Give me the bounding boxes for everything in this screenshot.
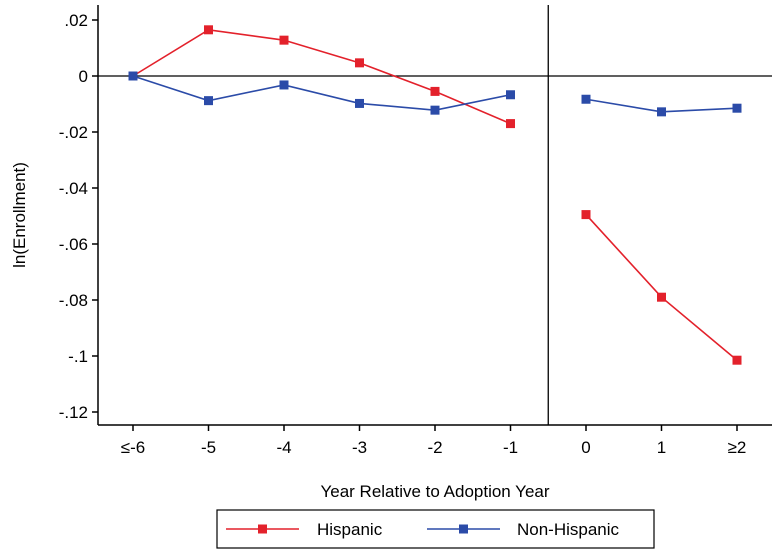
data-point-hispanic xyxy=(430,86,440,96)
data-point-hispanic xyxy=(732,355,742,365)
y-tick-label: -.04 xyxy=(59,179,88,198)
series-line-non-hispanic xyxy=(132,75,511,111)
data-point-non-hispanic xyxy=(581,94,591,104)
x-tick-label: ≥2 xyxy=(728,438,747,457)
x-tick-label: -3 xyxy=(352,438,367,457)
y-tick-label: -.02 xyxy=(59,123,88,142)
y-tick-label: -.06 xyxy=(59,235,88,254)
data-point-non-hispanic xyxy=(732,103,742,113)
y-tick-label: -.08 xyxy=(59,291,88,310)
data-point-non-hispanic xyxy=(355,98,364,108)
plot-area: .02 0 -.02 -.04 -.06 -.08 -.1 -.12 ≤-6 -5 -4 -3 -2 -1… xyxy=(59,5,772,457)
data-point-hispanic xyxy=(355,58,364,68)
legend-marker-hispanic xyxy=(258,524,267,534)
data-point-non-hispanic xyxy=(279,80,289,90)
legend: Hispanic Non-Hispanic xyxy=(216,509,655,549)
y-tick-label: -.12 xyxy=(59,403,88,422)
y-axis-title: ln(Enrollment) xyxy=(10,162,29,268)
legend-label-hispanic: Hispanic xyxy=(317,520,383,539)
data-point-hispanic xyxy=(581,210,591,220)
data-point-hispanic xyxy=(204,25,213,35)
x-tick-label: 0 xyxy=(581,438,590,457)
data-point-non-hispanic xyxy=(128,71,138,81)
data-point-hispanic xyxy=(279,35,289,45)
y-tick-label: .02 xyxy=(64,11,88,30)
series-line-hispanic xyxy=(585,214,738,361)
x-axis-title: Year Relative to Adoption Year xyxy=(320,482,549,501)
data-point-non-hispanic xyxy=(430,105,440,115)
x-tick-label: -4 xyxy=(276,438,291,457)
x-tick-label: 1 xyxy=(657,438,666,457)
series-non-hispanic xyxy=(128,71,742,117)
y-tick-label: -.1 xyxy=(68,347,88,366)
x-tick-label: ≤-6 xyxy=(121,438,145,457)
x-tick-label: -2 xyxy=(427,438,442,457)
data-point-hispanic xyxy=(657,292,666,302)
legend-label-non-hispanic: Non-Hispanic xyxy=(517,520,620,539)
data-point-non-hispanic xyxy=(204,96,213,106)
legend-marker-non-hispanic xyxy=(459,524,468,534)
data-point-non-hispanic xyxy=(657,107,666,117)
data-point-non-hispanic xyxy=(506,90,515,100)
x-tick-label: -5 xyxy=(201,438,216,457)
series-line-hispanic xyxy=(132,28,511,125)
data-point-hispanic xyxy=(506,119,515,129)
y-tick-label: 0 xyxy=(79,67,88,86)
x-tick-label: -1 xyxy=(503,438,518,457)
